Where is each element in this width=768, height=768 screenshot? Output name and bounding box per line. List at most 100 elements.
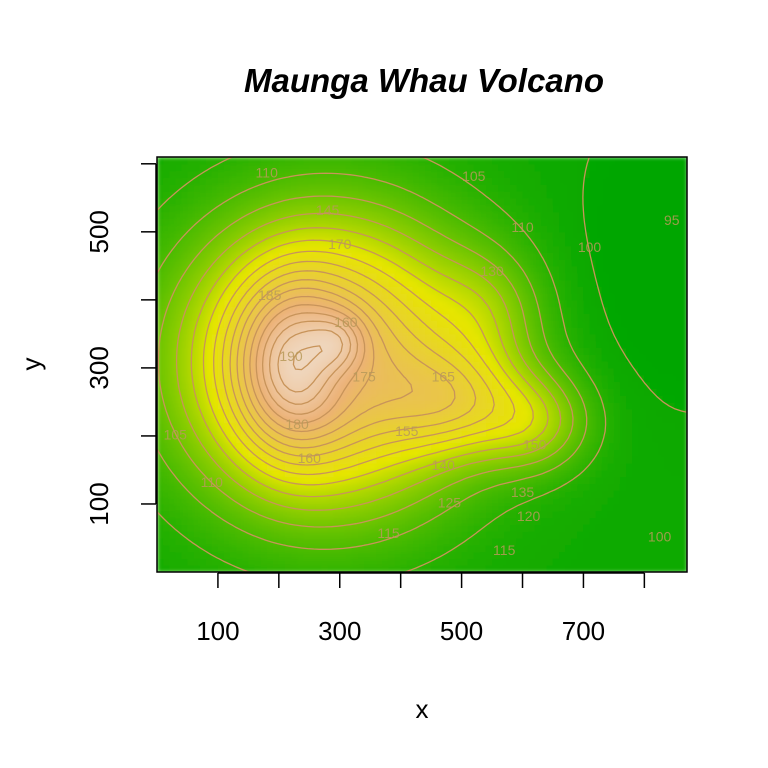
heatmap-cell (583, 537, 591, 546)
heatmap-cell (461, 449, 469, 457)
heatmap-cell (217, 184, 225, 192)
heatmap-cell (662, 340, 670, 349)
heatmap-cell (632, 272, 639, 281)
heatmap-cell (364, 191, 371, 199)
heatmap-cell (656, 401, 664, 410)
heatmap-cell (656, 483, 664, 491)
heatmap-cell (394, 565, 402, 572)
heatmap-cell (619, 340, 627, 349)
heatmap-cell (552, 449, 560, 457)
heatmap-cell (272, 211, 280, 219)
heatmap-cell (248, 177, 256, 185)
heatmap-cell (674, 252, 682, 260)
heatmap-cell (644, 449, 652, 457)
heatmap-cell (479, 238, 487, 247)
heatmap-cell (199, 537, 207, 546)
heatmap-cell (626, 354, 633, 362)
heatmap-cell (425, 259, 432, 267)
heatmap-cell (406, 422, 414, 430)
heatmap-cell (644, 225, 652, 233)
heatmap-cell (473, 381, 481, 389)
heatmap-cell (607, 476, 615, 485)
heatmap-cell (528, 381, 536, 389)
heatmap-cell (565, 408, 572, 417)
heatmap-cell (552, 524, 560, 532)
heatmap-cell (528, 442, 536, 451)
heatmap-cell (157, 456, 164, 464)
heatmap-cell (291, 327, 298, 335)
heatmap-cell (540, 293, 548, 301)
heatmap-cell (565, 286, 572, 294)
heatmap-cell (601, 293, 609, 301)
heatmap-cell (437, 517, 444, 525)
heatmap-cell (242, 361, 249, 369)
heatmap-cell (540, 483, 548, 491)
heatmap-cell (278, 245, 286, 253)
heatmap-cell (351, 231, 359, 240)
heatmap-cell (467, 510, 475, 519)
heatmap-cell (443, 279, 451, 287)
heatmap-cell (613, 537, 621, 546)
heatmap-cell (546, 259, 554, 267)
heatmap-cell (169, 524, 176, 532)
heatmap-cell (388, 272, 396, 281)
heatmap-cell (358, 184, 365, 192)
heatmap-cell (473, 272, 481, 281)
heatmap-cell (224, 272, 231, 281)
heatmap-cell (461, 544, 469, 553)
heatmap-cell (425, 490, 432, 498)
heatmap-cell (230, 422, 237, 430)
heatmap-cell (650, 442, 658, 451)
heatmap-cell (467, 333, 475, 342)
heatmap-cell (315, 435, 323, 444)
heatmap-cell (193, 333, 201, 342)
heatmap-cell (321, 272, 329, 281)
heatmap-cell (333, 293, 341, 301)
heatmap-cell (400, 231, 408, 240)
heatmap-cell (607, 306, 615, 315)
heatmap-cell (315, 517, 323, 525)
heatmap-cell (443, 469, 451, 478)
heatmap-cell (309, 435, 316, 444)
heatmap-cell (607, 483, 615, 491)
heatmap-cell (443, 388, 451, 396)
heatmap-cell (181, 401, 189, 410)
heatmap-cell (163, 265, 170, 274)
heatmap-cell (516, 565, 524, 572)
heatmap-cell (169, 367, 176, 376)
heatmap-cell (303, 517, 310, 525)
heatmap-cell (662, 252, 670, 260)
heatmap-cell (169, 401, 176, 410)
heatmap-cell (388, 184, 396, 192)
heatmap-cell (479, 551, 487, 559)
heatmap-cell (205, 293, 213, 301)
heatmap-cell (376, 544, 383, 553)
heatmap-cell (425, 197, 432, 206)
heatmap-cell (668, 551, 676, 559)
heatmap-cell (455, 517, 463, 525)
heatmap-cell (333, 367, 341, 376)
heatmap-cell (485, 524, 493, 532)
heatmap-cell (364, 265, 371, 274)
heatmap-cell (516, 354, 524, 362)
heatmap-cell (321, 204, 329, 213)
heatmap-cell (321, 524, 329, 532)
heatmap-cell (333, 415, 341, 423)
heatmap-cell (595, 272, 603, 281)
heatmap-cell (552, 259, 560, 267)
heatmap-cell (157, 367, 164, 376)
heatmap-cell (315, 531, 323, 539)
heatmap-cell (278, 293, 286, 301)
heatmap-cell (546, 381, 554, 389)
heatmap-cell (309, 469, 316, 478)
heatmap-cell (498, 565, 505, 572)
heatmap-cell (224, 435, 231, 444)
heatmap-cell (242, 184, 249, 192)
heatmap-cell (571, 320, 578, 328)
heatmap-cell (217, 225, 225, 233)
heatmap-cell (205, 245, 213, 253)
heatmap-cell (528, 245, 536, 253)
heatmap-cell (583, 381, 591, 389)
heatmap-cell (370, 435, 377, 444)
heatmap-cell (321, 442, 329, 451)
